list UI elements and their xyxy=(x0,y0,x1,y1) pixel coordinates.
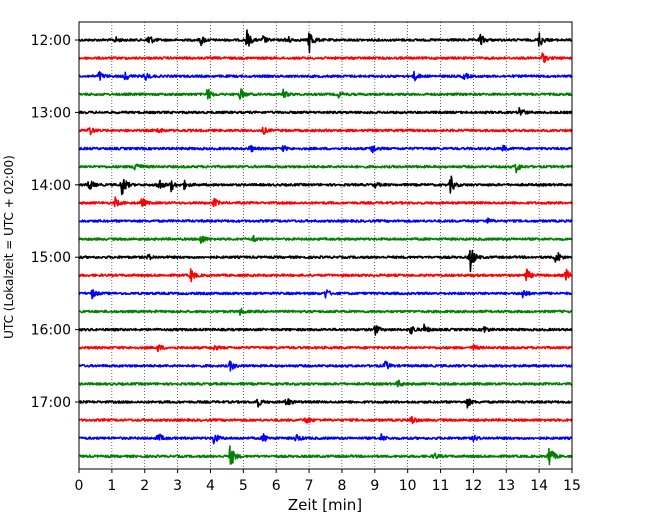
y-tick-label: 15:00 xyxy=(31,250,71,266)
x-axis-label: Zeit [min] xyxy=(288,496,362,514)
trace-line xyxy=(78,196,573,208)
trace-line xyxy=(78,398,573,409)
trace-line xyxy=(78,88,573,100)
trace-line xyxy=(78,70,573,82)
x-axis: 0 1 2 3 4 5 6 7 8 9 10 11 12 13 14 15 xyxy=(75,469,581,494)
trace-line xyxy=(78,144,573,154)
y-axis: 12:00 13:00 14:00 15:00 16:00 17:00 xyxy=(31,33,79,411)
trace-line xyxy=(78,126,573,136)
y-tick-label: 16:00 xyxy=(31,323,71,339)
trace-line xyxy=(78,234,573,244)
y-tick-label: 12:00 xyxy=(31,33,71,49)
trace-line xyxy=(78,29,573,54)
trace-line xyxy=(78,360,573,372)
trace-line xyxy=(78,107,573,116)
trace-line xyxy=(78,445,573,466)
trace-line xyxy=(78,249,573,273)
x-tick-label: 0 xyxy=(75,478,84,494)
x-tick-label: 12 xyxy=(464,478,482,494)
trace-line xyxy=(78,415,573,425)
trace-line xyxy=(78,307,573,316)
x-tick-label: 10 xyxy=(399,478,417,494)
x-tick-label: 8 xyxy=(337,478,346,494)
x-tick-label: 1 xyxy=(107,478,116,494)
x-tick-label: 5 xyxy=(239,478,248,494)
x-tick-label: 3 xyxy=(173,478,182,494)
y-tick-label: 13:00 xyxy=(31,105,71,121)
trace-line xyxy=(78,323,573,336)
traces-layer xyxy=(78,29,573,466)
x-tick-label: 9 xyxy=(370,478,379,494)
y-tick-label: 14:00 xyxy=(31,178,71,194)
y-axis-label: UTC (Lokalzeit = UTC + 02:00) xyxy=(2,155,16,339)
trace-line xyxy=(78,163,573,174)
x-tick-label: 7 xyxy=(305,478,314,494)
trace-line xyxy=(78,52,573,63)
x-tick-label: 4 xyxy=(206,478,215,494)
plot-frame xyxy=(78,21,573,470)
x-tick-label: 11 xyxy=(432,478,450,494)
x-tick-label: 6 xyxy=(272,478,281,494)
x-tick-label: 14 xyxy=(530,478,548,494)
x-tick-label: 2 xyxy=(140,478,149,494)
trace-line xyxy=(78,268,573,283)
y-tick-label: 17:00 xyxy=(31,395,71,411)
trace-line xyxy=(78,289,573,300)
x-tick-label: 13 xyxy=(497,478,515,494)
x-tick-label: 15 xyxy=(563,478,581,494)
trace-line xyxy=(78,217,573,224)
trace-line xyxy=(78,433,573,445)
trace-line xyxy=(78,379,573,388)
trace-line xyxy=(78,175,573,196)
trace-line xyxy=(78,344,573,353)
grid-layer xyxy=(111,22,540,469)
